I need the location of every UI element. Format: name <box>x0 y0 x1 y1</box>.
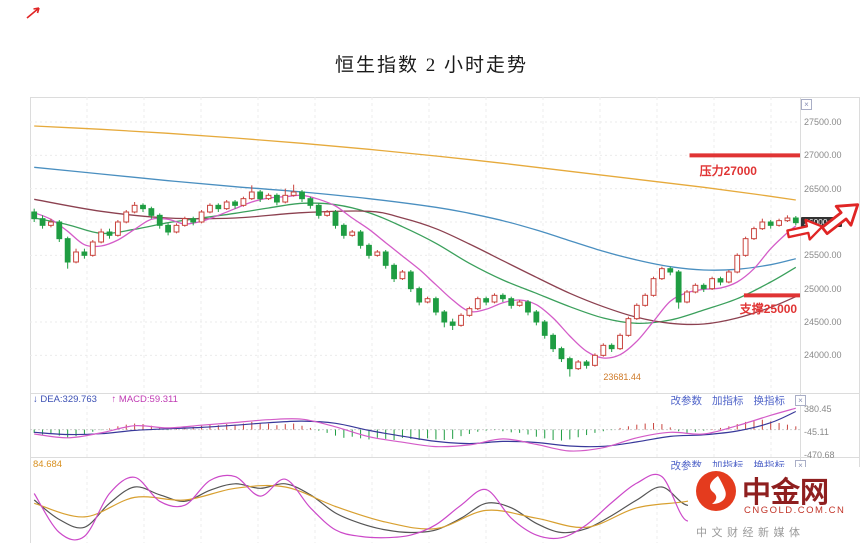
macd-panel-links: 改参数 加指标 换指标 × <box>670 393 806 408</box>
macd-axis-label: -45.11 <box>804 427 829 438</box>
chart-left-border <box>30 97 31 543</box>
main-candlestick-chart[interactable] <box>30 97 800 393</box>
support-label: 支撑25000 <box>739 302 798 317</box>
macd-values: ↓ DEA:329.763 ↑ MACD:59.311 <box>33 394 178 405</box>
y-axis-label: 27000.00 <box>804 150 842 161</box>
macd-axis-label: 380.45 <box>804 403 832 414</box>
ma2 <box>34 166 796 271</box>
y-axis-label: 25000.00 <box>804 283 842 294</box>
logo-name: 中金网 <box>742 477 830 509</box>
y-axis-label: 24500.00 <box>804 317 842 327</box>
logo-tagline: 中文财经新媒体 <box>696 527 805 539</box>
axis-right-border <box>859 97 860 543</box>
y-axis-label: 27500.00 <box>804 117 842 127</box>
kdj-values: 84.684 <box>33 459 62 470</box>
logo-domain: CNGOLD.COM.CN <box>744 505 846 516</box>
right-axis: 27500.00 27000.00 26500.00 26000.00 25500.00… <box>801 0 862 543</box>
ma-lines <box>33 125 797 359</box>
chart-top-border <box>30 97 860 98</box>
candles <box>31 184 799 377</box>
drawn-arrow-small-icon <box>786 218 824 241</box>
ma4 <box>34 198 797 326</box>
axis-left-border <box>800 97 801 543</box>
ma1-slow <box>34 125 796 201</box>
y-axis-label: 26500.00 <box>804 183 842 194</box>
kdj-panel-chart[interactable] <box>30 470 800 543</box>
ma5-fast <box>33 194 797 359</box>
resistance-label: 压力27000 <box>699 163 757 178</box>
kdj-j-line <box>33 472 797 541</box>
y-axis-label: 24000.00 <box>804 350 842 361</box>
kdj-k-line <box>33 478 796 534</box>
flame-logo-icon <box>696 471 736 511</box>
kdj-value: 84.684 <box>33 459 63 470</box>
chart-title: 恒生指数 2 小时走势 <box>334 55 528 76</box>
dea-value: ↓ DEA:329.763 <box>33 394 97 405</box>
kdj-separator <box>30 457 860 458</box>
close-icon[interactable]: × <box>801 99 812 110</box>
macd-axis-label: -470.68 <box>804 450 835 461</box>
y-axis-label: 25500.00 <box>804 250 842 261</box>
dif-line <box>34 407 796 452</box>
low-price-label: 23681.44 <box>603 372 641 383</box>
switch-indicator-link[interactable]: 换指标 <box>753 395 786 407</box>
macd-value: ↑ MACD:59.311 <box>111 394 178 405</box>
cngold-logo: 中金网 CNGOLD.COM.CN 中文财经新媒体 <box>688 467 863 543</box>
dea-line <box>34 410 797 448</box>
drawn-arrow-large-icon <box>820 203 860 236</box>
close-icon[interactable]: × <box>795 395 806 406</box>
ma3 <box>34 202 797 325</box>
macd-panel-chart[interactable] <box>30 406 800 457</box>
current-price-tag: 26000.00 <box>801 217 843 227</box>
change-params-link[interactable]: 改参数 <box>670 395 703 407</box>
red-mark-icon <box>26 7 40 19</box>
add-indicator-link[interactable]: 加指标 <box>712 395 744 407</box>
macd-separator <box>30 393 860 394</box>
